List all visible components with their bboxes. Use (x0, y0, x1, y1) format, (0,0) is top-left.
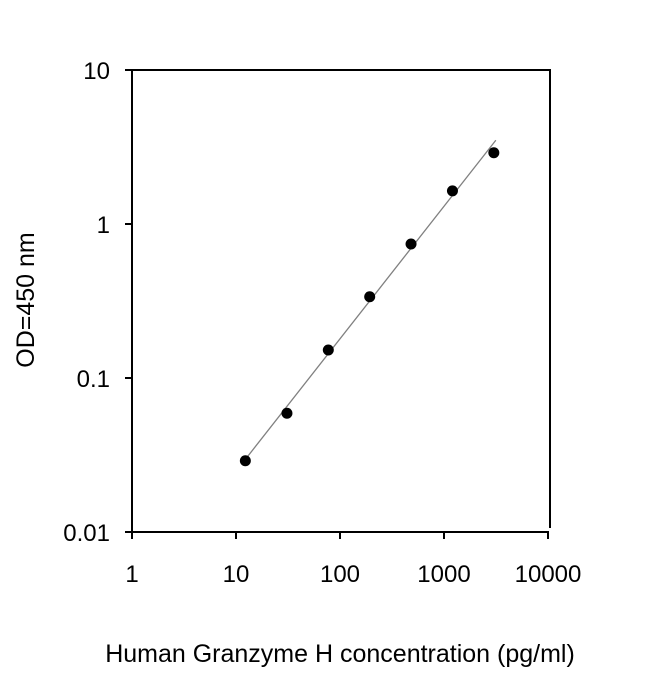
y-tick-label: 10 (83, 58, 110, 85)
data-points (239, 147, 500, 467)
plot-frame (125, 69, 551, 533)
data-point (405, 238, 417, 250)
x-tick-label: 10000 (515, 561, 582, 588)
data-point (446, 185, 458, 197)
x-tick-label: 100 (320, 561, 360, 588)
data-point (281, 407, 293, 419)
x-tick-label: 10 (223, 561, 250, 588)
x-tick-label: 1 (125, 561, 138, 588)
x-axis-label: Human Granzyme H concentration (pg/ml) (105, 640, 575, 668)
x-axis-ticks: 1 10 100 1000 10000 (125, 532, 581, 588)
y-tick-label: 0.01 (63, 520, 110, 547)
y-tick-label: 1 (97, 212, 110, 239)
y-axis-label: OD=450 nm (12, 232, 40, 368)
data-point (364, 291, 376, 303)
y-axis-ticks: 0.01 0.1 1 10 (63, 58, 132, 547)
y-tick-label: 0.1 (77, 366, 110, 393)
x-tick-label: 1000 (417, 561, 470, 588)
data-point (239, 455, 251, 467)
data-point (322, 344, 334, 356)
data-point (488, 147, 500, 159)
